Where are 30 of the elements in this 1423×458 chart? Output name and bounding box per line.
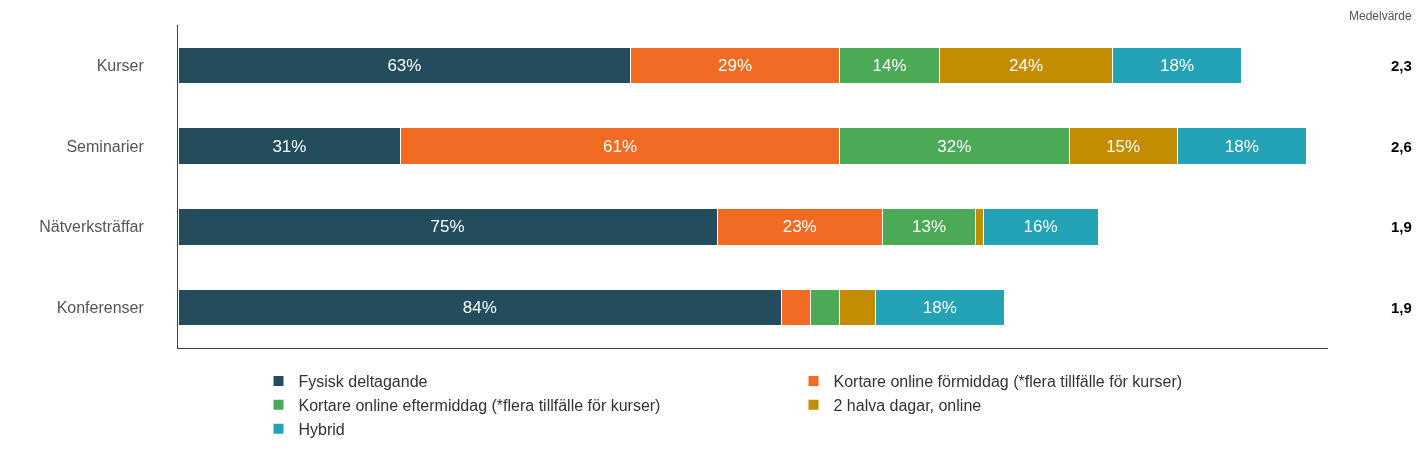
y-tick-label: Kurser (96, 56, 145, 74)
data-label: 75% (430, 217, 465, 237)
text: 1,9 (1391, 299, 1412, 316)
legend-label: Kortare online eftermiddag (*flera tillfälle för kurser) (298, 397, 661, 415)
y-tick-label: Seminarier (66, 137, 145, 155)
data-label: 32% (937, 136, 972, 156)
legend-label: Hybrid (298, 420, 345, 438)
y-tick-label: Konferenser (56, 299, 145, 317)
data-label: 14% (872, 55, 907, 75)
data-label: 29% (718, 55, 753, 75)
data-label: 31% (272, 136, 307, 156)
data-label: 13% (912, 217, 947, 237)
data-label: 24% (1009, 55, 1044, 75)
data-label: 63% (387, 55, 422, 75)
legend-label: Fysisk deltagande (298, 373, 428, 391)
data-label: 84% (462, 298, 497, 318)
legend-label: 2 halva dagar, online (833, 397, 982, 415)
data-label: 23% (782, 217, 817, 237)
data-label: 18% (922, 298, 957, 318)
text: 2,6 (1391, 138, 1412, 155)
data-label: 18% (1160, 55, 1195, 75)
y-tick-label: Nätverksträffar (39, 218, 145, 236)
text: 1,9 (1391, 218, 1412, 235)
data-label: 61% (603, 136, 638, 156)
data-label: 18% (1224, 136, 1259, 156)
text: Medelvärde (1349, 9, 1413, 23)
data-label: 15% (1106, 136, 1141, 156)
data-label: 16% (1023, 217, 1058, 237)
text: 2,3 (1391, 57, 1412, 74)
legend-label: Kortare online förmiddag (*flera tillfälle för kurser) (833, 373, 1183, 391)
